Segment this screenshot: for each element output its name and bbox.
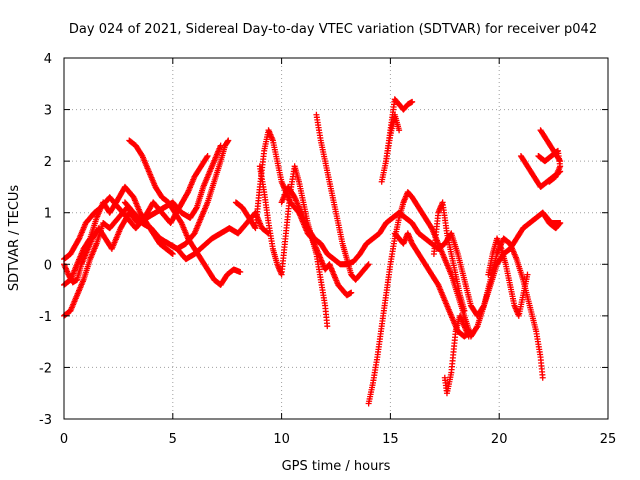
data-point	[557, 220, 564, 227]
data-point	[224, 138, 231, 145]
data-point	[546, 178, 553, 185]
data-point	[237, 269, 244, 276]
data-point	[75, 236, 82, 243]
x-tick-label: 10	[273, 432, 290, 447]
data-point	[184, 190, 191, 197]
series-track-10	[313, 111, 372, 283]
data-point	[524, 271, 531, 278]
data-point	[465, 333, 472, 340]
data-point	[86, 236, 93, 243]
y-tick-label: -2	[39, 361, 52, 376]
x-tick-label: 15	[382, 432, 399, 447]
series-track-21	[539, 209, 564, 227]
series-track-5	[126, 137, 244, 288]
data-point	[193, 205, 200, 212]
data-point	[364, 262, 371, 269]
series-track-11	[365, 189, 546, 407]
y-tick-label: -1	[39, 310, 52, 325]
x-axis-label: GPS time / hours	[282, 459, 391, 474]
data-point	[556, 156, 563, 163]
data-point	[467, 328, 474, 335]
data-points	[61, 96, 564, 407]
data-point	[348, 289, 355, 296]
data-point	[217, 142, 224, 149]
data-point	[169, 250, 176, 257]
series-track-15	[441, 312, 472, 397]
y-tick-label: 1	[44, 207, 52, 222]
x-tick-label: 5	[169, 432, 177, 447]
x-tick-label: 20	[491, 432, 508, 447]
y-tick-label: -3	[39, 413, 52, 428]
data-point	[461, 307, 468, 314]
x-tick-label: 25	[600, 432, 617, 447]
data-point	[203, 154, 210, 161]
series-track-16	[430, 199, 468, 314]
grid	[64, 58, 608, 419]
data-point	[365, 261, 372, 268]
data-point	[473, 324, 480, 331]
data-point	[225, 137, 232, 144]
data-point	[324, 323, 331, 330]
series-track-8	[256, 163, 331, 330]
series-track-4	[61, 152, 211, 263]
axis-ticks: 0 5 10 15 20 25 -3 -2 -1 0 1 2 3 4	[39, 52, 616, 447]
series-track-13	[378, 111, 403, 185]
chart-title: Day 024 of 2021, Sidereal Day-to-day VTE…	[69, 22, 597, 37]
y-tick-label: 2	[44, 155, 52, 170]
y-tick-label: 0	[44, 258, 52, 273]
data-point	[204, 152, 211, 159]
data-point	[557, 158, 564, 165]
y-tick-label: 3	[44, 104, 52, 119]
data-point	[539, 374, 546, 381]
data-point	[396, 127, 403, 134]
series-track-19	[535, 147, 564, 185]
plot-frame	[63, 57, 609, 420]
series-track-9	[278, 183, 564, 319]
series-track-20	[537, 127, 564, 165]
data-point	[409, 98, 416, 105]
y-tick-label: 4	[44, 52, 52, 67]
y-axis-label: SDTVAR / TECUs	[7, 185, 22, 292]
x-tick-label: 0	[60, 432, 68, 447]
series-track-17	[485, 235, 531, 319]
